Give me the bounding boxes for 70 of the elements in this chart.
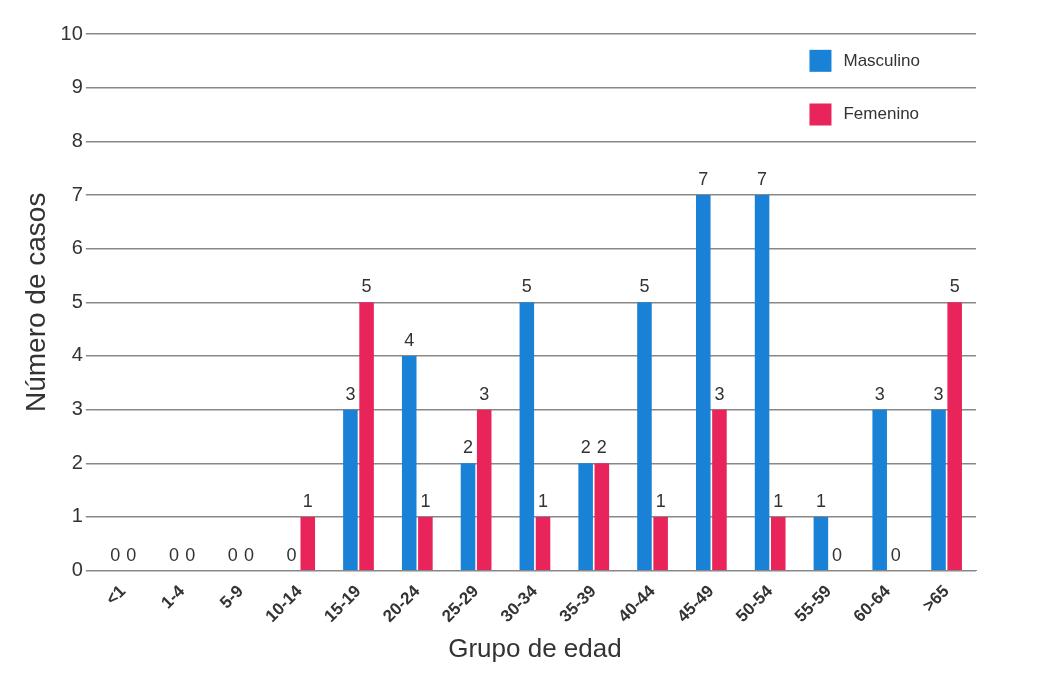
bar	[594, 463, 610, 570]
data-label: 0	[243, 544, 254, 565]
data-label: 2	[596, 437, 607, 458]
data-label: 0	[227, 544, 238, 565]
y-tick-label: 6	[71, 236, 83, 259]
data-label: 1	[420, 490, 431, 511]
data-label: 4	[404, 329, 415, 350]
data-label: 3	[479, 383, 490, 404]
bar	[359, 302, 374, 570]
bar	[401, 355, 417, 570]
data-label: 1	[773, 490, 784, 511]
y-tick-label: 7	[71, 182, 83, 205]
data-label: 3	[874, 383, 885, 404]
bar	[872, 409, 887, 570]
data-label: 0	[286, 544, 297, 565]
bar	[754, 194, 770, 570]
bar	[578, 463, 593, 570]
bar	[653, 516, 668, 570]
data-label: 1	[655, 490, 666, 511]
data-label: 0	[832, 544, 843, 565]
data-label: 0	[110, 544, 121, 565]
y-tick-label: 10	[60, 21, 83, 44]
bar	[770, 516, 786, 570]
data-label: 1	[302, 490, 313, 511]
y-tick-label: 0	[71, 558, 83, 581]
data-label: 0	[185, 544, 196, 565]
data-label: 1	[815, 490, 826, 511]
bar	[519, 302, 535, 570]
legend-label: Masculino	[843, 50, 921, 70]
bar	[813, 516, 829, 570]
data-label: 7	[757, 168, 768, 189]
bar	[343, 409, 358, 570]
x-tick-label: <1	[102, 581, 130, 609]
bar	[535, 516, 551, 570]
y-tick-label: 4	[71, 343, 83, 366]
bar	[460, 463, 476, 570]
data-label: 0	[126, 544, 137, 565]
data-label: 0	[168, 544, 179, 565]
x-tick-label: 5-9	[216, 581, 248, 613]
bar	[637, 302, 652, 570]
data-label: 2	[463, 437, 474, 458]
legend-label: Femenino	[843, 104, 920, 124]
y-tick-label: 2	[71, 450, 83, 473]
data-label: 5	[949, 276, 960, 297]
y-tick-label: 3	[71, 397, 83, 420]
bar	[947, 302, 962, 570]
x-axis-title: Grupo de edad	[448, 632, 622, 663]
data-label: 5	[521, 276, 532, 297]
data-label: 3	[933, 383, 944, 404]
x-tick-label: >65	[918, 581, 953, 616]
bar	[418, 516, 433, 570]
y-tick-label: 8	[71, 128, 83, 151]
bar	[476, 409, 492, 570]
bar	[300, 516, 316, 570]
data-label: 3	[345, 383, 356, 404]
data-label: 7	[698, 168, 709, 189]
data-label: 1	[538, 490, 549, 511]
bar	[695, 194, 711, 570]
y-tick-label: 5	[71, 289, 83, 312]
x-tick-label: 1-4	[157, 581, 189, 613]
y-tick-label: 9	[71, 75, 83, 98]
data-label: 2	[580, 437, 591, 458]
y-axis-title: Número de casos	[19, 192, 51, 413]
bar	[712, 409, 727, 570]
bar	[931, 409, 946, 570]
data-label: 3	[714, 383, 725, 404]
data-label: 5	[639, 276, 650, 297]
data-label: 5	[361, 276, 372, 297]
y-tick-label: 1	[71, 504, 83, 527]
data-label: 0	[890, 544, 901, 565]
